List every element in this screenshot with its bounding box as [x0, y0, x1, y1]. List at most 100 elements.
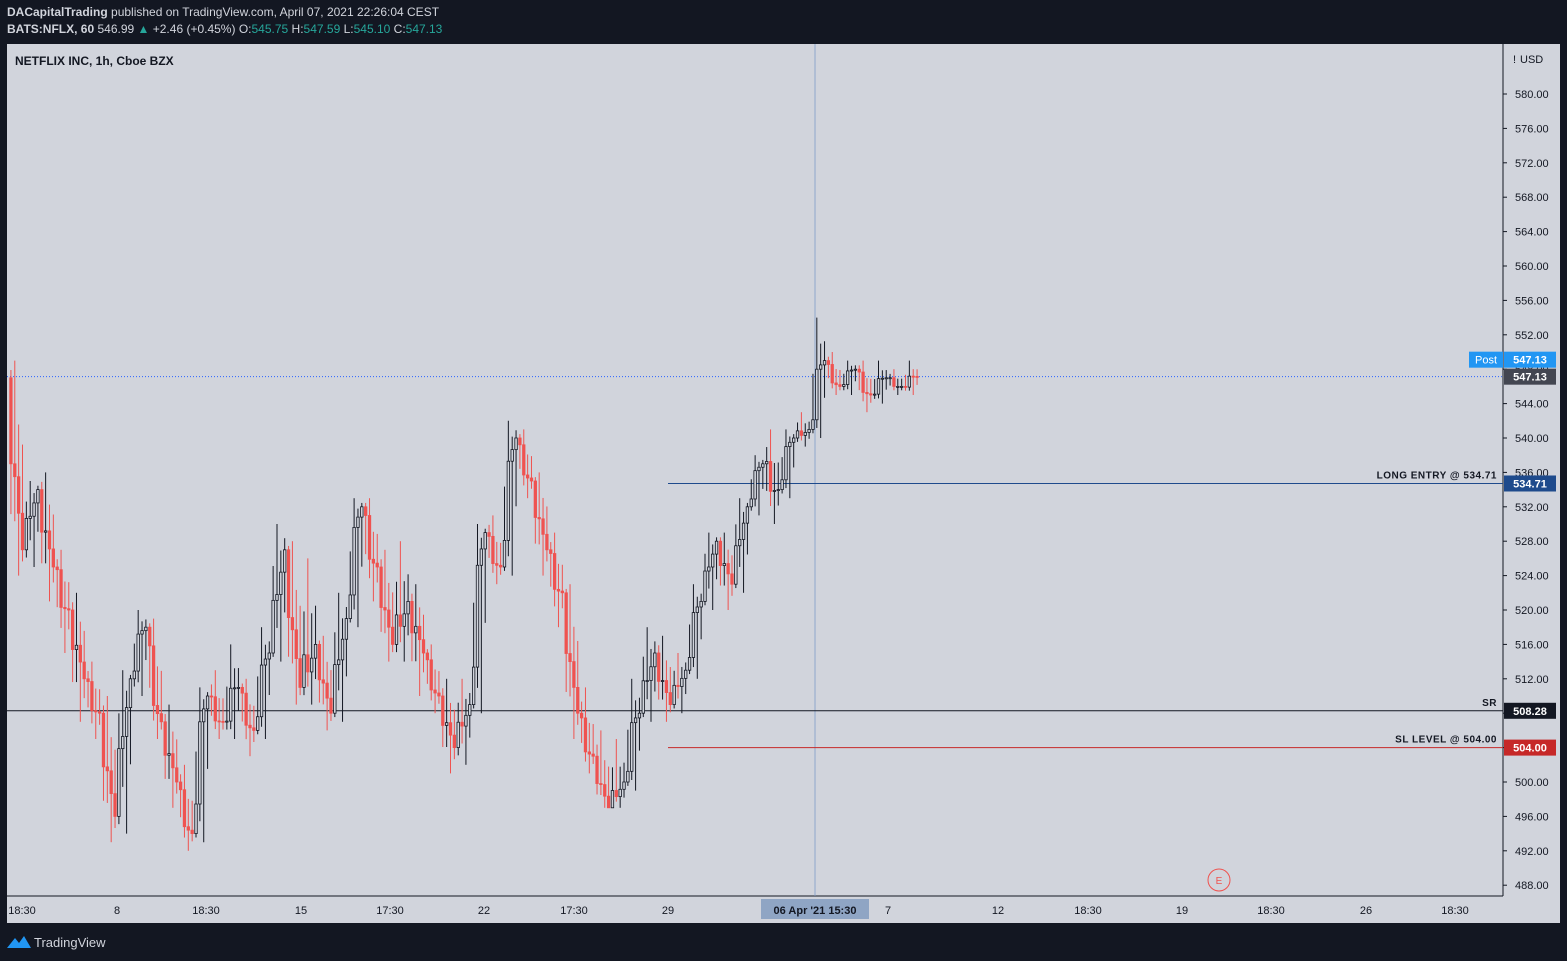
earnings-marker[interactable]: E [1207, 868, 1231, 892]
candle [74, 592, 79, 683]
candle [155, 666, 160, 739]
candle [776, 462, 780, 506]
candle-body [9, 377, 13, 465]
candle [514, 430, 518, 507]
candle-body [865, 392, 869, 395]
candle-body [55, 566, 59, 571]
price-tick-label: 524.00 [1515, 571, 1549, 583]
price-chart[interactable]: 580.00 576.00 572.00 568.00 564.00 560.00 556.… [7, 44, 1560, 923]
candle [622, 762, 626, 798]
candle-body [472, 666, 476, 706]
candle-body [252, 727, 256, 731]
candle-body [425, 652, 430, 661]
candle [109, 737, 113, 843]
candle [198, 687, 202, 822]
candle-body [383, 607, 387, 611]
candle-body [387, 609, 391, 628]
candle-body [63, 607, 67, 610]
candle [699, 593, 703, 640]
tradingview-brand[interactable]: TradingView [34, 935, 106, 950]
candle-body [861, 371, 865, 393]
candle-body [391, 626, 395, 645]
candle [263, 644, 268, 739]
candle [475, 524, 480, 688]
candle-body [464, 714, 468, 727]
candle-body [896, 385, 900, 388]
candle [633, 700, 638, 791]
candle [780, 457, 784, 494]
candle [788, 436, 792, 499]
candle-body [757, 466, 761, 472]
candle [209, 684, 214, 716]
time-axis[interactable] [7, 896, 1503, 923]
candle-body [583, 717, 588, 753]
candle [202, 699, 206, 843]
candle [371, 531, 376, 602]
currency-label[interactable]: ! USD [1513, 54, 1543, 66]
price-tick-label: 560.00 [1515, 261, 1549, 273]
candle-body [248, 724, 252, 729]
candle [857, 365, 861, 391]
candle [205, 692, 210, 769]
candle-body [695, 606, 699, 613]
candle [900, 378, 904, 391]
candle [599, 730, 603, 796]
candle-body [140, 630, 144, 635]
candle [846, 360, 850, 390]
candle-body [47, 530, 52, 550]
candle [549, 542, 553, 587]
candle-body [853, 368, 858, 371]
candle [445, 678, 449, 748]
candle-body [263, 658, 268, 666]
chart-area[interactable]: 580.00 576.00 572.00 568.00 564.00 560.00 556.… [7, 44, 1560, 923]
candle [714, 537, 719, 580]
candle-body [321, 679, 325, 684]
symbol-name[interactable]: BATS:NFLX, 60 [7, 22, 95, 36]
candle-body [714, 540, 719, 555]
candle [660, 635, 665, 700]
candle-body [792, 437, 796, 443]
candle-body [572, 661, 576, 688]
candle [849, 365, 854, 395]
candle-body [591, 753, 595, 757]
candle-body [175, 767, 179, 783]
candle [167, 704, 171, 779]
price-tick-label: 500.00 [1515, 777, 1549, 789]
candle-body [738, 539, 742, 547]
candle [286, 545, 291, 657]
candle [402, 581, 406, 662]
candle-body [398, 614, 403, 627]
post-price-label: 547.13 [1513, 355, 1547, 367]
candlestick-series [9, 317, 919, 851]
candle [97, 689, 102, 725]
candle [340, 618, 345, 722]
candle-body [749, 498, 753, 508]
candle [680, 666, 684, 714]
candle-body [28, 515, 32, 519]
candle-body [707, 566, 711, 572]
level-price-label: 508.28 [1513, 706, 1547, 718]
candle [171, 731, 175, 808]
chart-legend[interactable]: NETFLIX INC, 1h, Cboe BZX [15, 54, 174, 68]
open-label: O: [238, 22, 252, 36]
candle-body [333, 664, 337, 714]
candle-body [43, 530, 48, 533]
candle-body [691, 612, 696, 658]
candle-body [529, 477, 534, 482]
price-tick-label: 568.00 [1515, 192, 1549, 204]
tradingview-logo-icon[interactable] [7, 934, 31, 950]
candle-body [279, 571, 283, 595]
candle [757, 461, 761, 516]
candle [175, 739, 179, 794]
candle-body [468, 704, 472, 716]
candle-body [402, 613, 406, 627]
publisher-name[interactable]: DACapitalTrading [7, 5, 108, 19]
candle-body [579, 712, 584, 719]
candle [9, 370, 13, 515]
candle-body [360, 506, 364, 518]
candle [429, 644, 433, 701]
candle [275, 524, 279, 628]
candle-body [209, 695, 214, 698]
candle [40, 481, 44, 564]
candle-body [506, 460, 510, 541]
